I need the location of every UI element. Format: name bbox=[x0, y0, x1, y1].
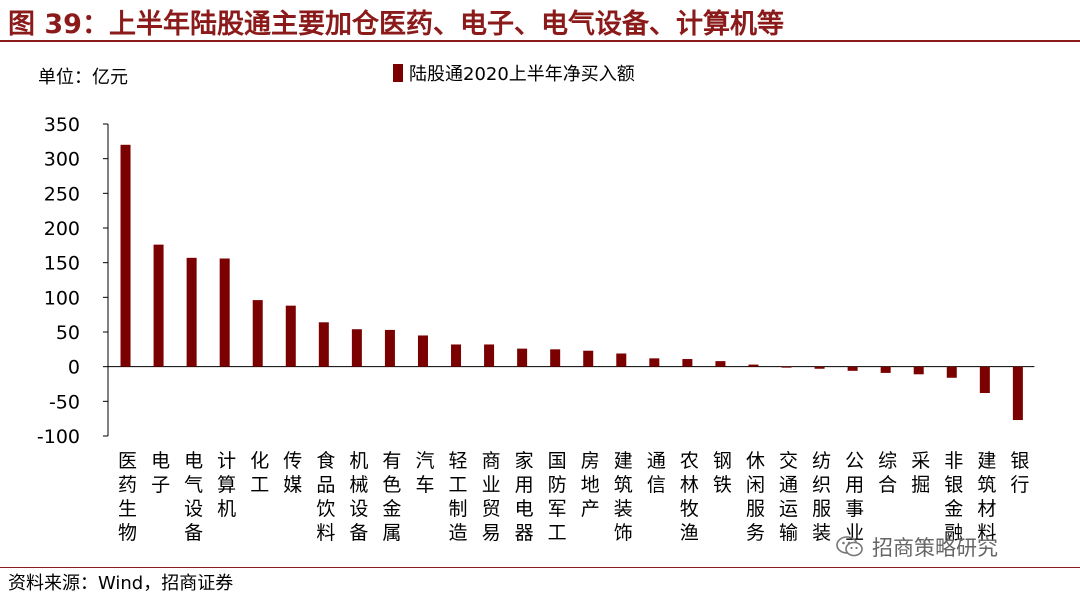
x-tick-label: 交通运输 bbox=[779, 450, 798, 544]
x-tick-label: 采掘 bbox=[911, 450, 930, 496]
x-tick-label: 建筑材料 bbox=[977, 450, 996, 544]
title-rule bbox=[0, 40, 1080, 42]
source-note: 资料来源：Wind，招商证券 bbox=[8, 573, 234, 594]
legend: 陆股通2020上半年净买入额 bbox=[393, 60, 635, 86]
bar bbox=[979, 366, 990, 394]
x-tick-label: 化工 bbox=[250, 450, 269, 496]
y-tick-label: 350 bbox=[44, 114, 80, 136]
watermark: 招商策略研究 bbox=[836, 532, 998, 562]
x-tick-label: 食品饮料 bbox=[316, 450, 335, 544]
x-tick-label: 纺织服装 bbox=[812, 450, 831, 544]
bar bbox=[1012, 366, 1023, 421]
bar-chart: 350 300 250 200 150 100 50 0 -50 -100 医药生物电子电气设备计算… bbox=[37, 114, 1035, 544]
bottom-rule bbox=[0, 567, 1080, 568]
bar bbox=[946, 366, 957, 378]
y-tick-label: 250 bbox=[44, 183, 80, 205]
bar bbox=[417, 335, 428, 367]
bar bbox=[318, 322, 329, 367]
x-tick-label: 电子 bbox=[151, 450, 170, 496]
bar bbox=[616, 353, 627, 367]
x-tick-label: 电气设备 bbox=[184, 450, 203, 544]
x-tick-label: 计算机 bbox=[217, 450, 236, 520]
x-tick-label: 家用电器 bbox=[515, 450, 534, 544]
x-tick-label: 机械设备 bbox=[349, 450, 368, 544]
x-tick-label: 综合 bbox=[878, 450, 897, 496]
bar bbox=[583, 350, 594, 367]
x-tick-label: 房地产 bbox=[581, 450, 600, 520]
x-tick-label: 休闲服务 bbox=[746, 450, 765, 544]
bar bbox=[550, 349, 561, 367]
bar bbox=[781, 366, 792, 368]
y-tick-label: 50 bbox=[56, 322, 80, 344]
bar bbox=[252, 300, 263, 367]
bar bbox=[219, 258, 230, 367]
bar bbox=[384, 329, 395, 367]
x-tick-label: 国防军工 bbox=[548, 450, 567, 544]
x-tick-label: 传媒 bbox=[283, 450, 302, 496]
legend-swatch bbox=[393, 64, 403, 82]
x-tick-label: 轻工制造 bbox=[449, 450, 468, 544]
y-tick-label: -100 bbox=[37, 426, 80, 448]
x-tick-label: 银行 bbox=[1010, 450, 1029, 496]
y-tick-label: 200 bbox=[44, 218, 80, 240]
unit-label: 单位：亿元 bbox=[38, 67, 128, 88]
x-tick-label: 通信 bbox=[647, 450, 666, 496]
x-tick-label: 公用事业 bbox=[845, 450, 864, 544]
figure-title: 图 39：上半年陆股通主要加仓医药、电子、电气设备、计算机等 bbox=[8, 9, 784, 40]
bar bbox=[880, 366, 891, 373]
bar bbox=[913, 366, 924, 375]
x-tick-label: 商业贸易 bbox=[482, 450, 501, 544]
x-tick-label: 非银金融 bbox=[944, 450, 963, 544]
bar bbox=[814, 366, 825, 369]
bar bbox=[484, 344, 495, 367]
bar bbox=[153, 244, 164, 367]
x-tick-label: 医药生物 bbox=[118, 450, 137, 544]
y-tick-label: 150 bbox=[44, 253, 80, 275]
y-tick-label: -50 bbox=[49, 391, 80, 413]
bar bbox=[120, 144, 131, 367]
bar bbox=[847, 366, 858, 371]
bar bbox=[649, 358, 660, 367]
bar bbox=[186, 257, 197, 367]
x-tick-label: 建筑装饰 bbox=[614, 450, 633, 544]
bar bbox=[715, 361, 726, 367]
x-tick-label: 钢铁 bbox=[713, 450, 732, 496]
bar bbox=[517, 348, 528, 367]
bar bbox=[285, 305, 296, 367]
bar bbox=[682, 359, 693, 367]
wechat-icon bbox=[836, 536, 863, 557]
x-tick-label: 有色金属 bbox=[382, 450, 401, 544]
x-tick-label: 农林牧渔 bbox=[680, 450, 699, 544]
bar bbox=[451, 344, 462, 367]
bar bbox=[351, 329, 362, 367]
legend-label: 陆股通2020上半年净买入额 bbox=[409, 64, 635, 85]
bar bbox=[748, 364, 759, 367]
watermark-text: 招商策略研究 bbox=[872, 536, 998, 560]
y-tick-label: 0 bbox=[68, 357, 80, 379]
y-tick-label: 100 bbox=[44, 287, 80, 309]
x-tick-label: 汽车 bbox=[415, 450, 434, 496]
y-tick-label: 300 bbox=[44, 149, 80, 171]
